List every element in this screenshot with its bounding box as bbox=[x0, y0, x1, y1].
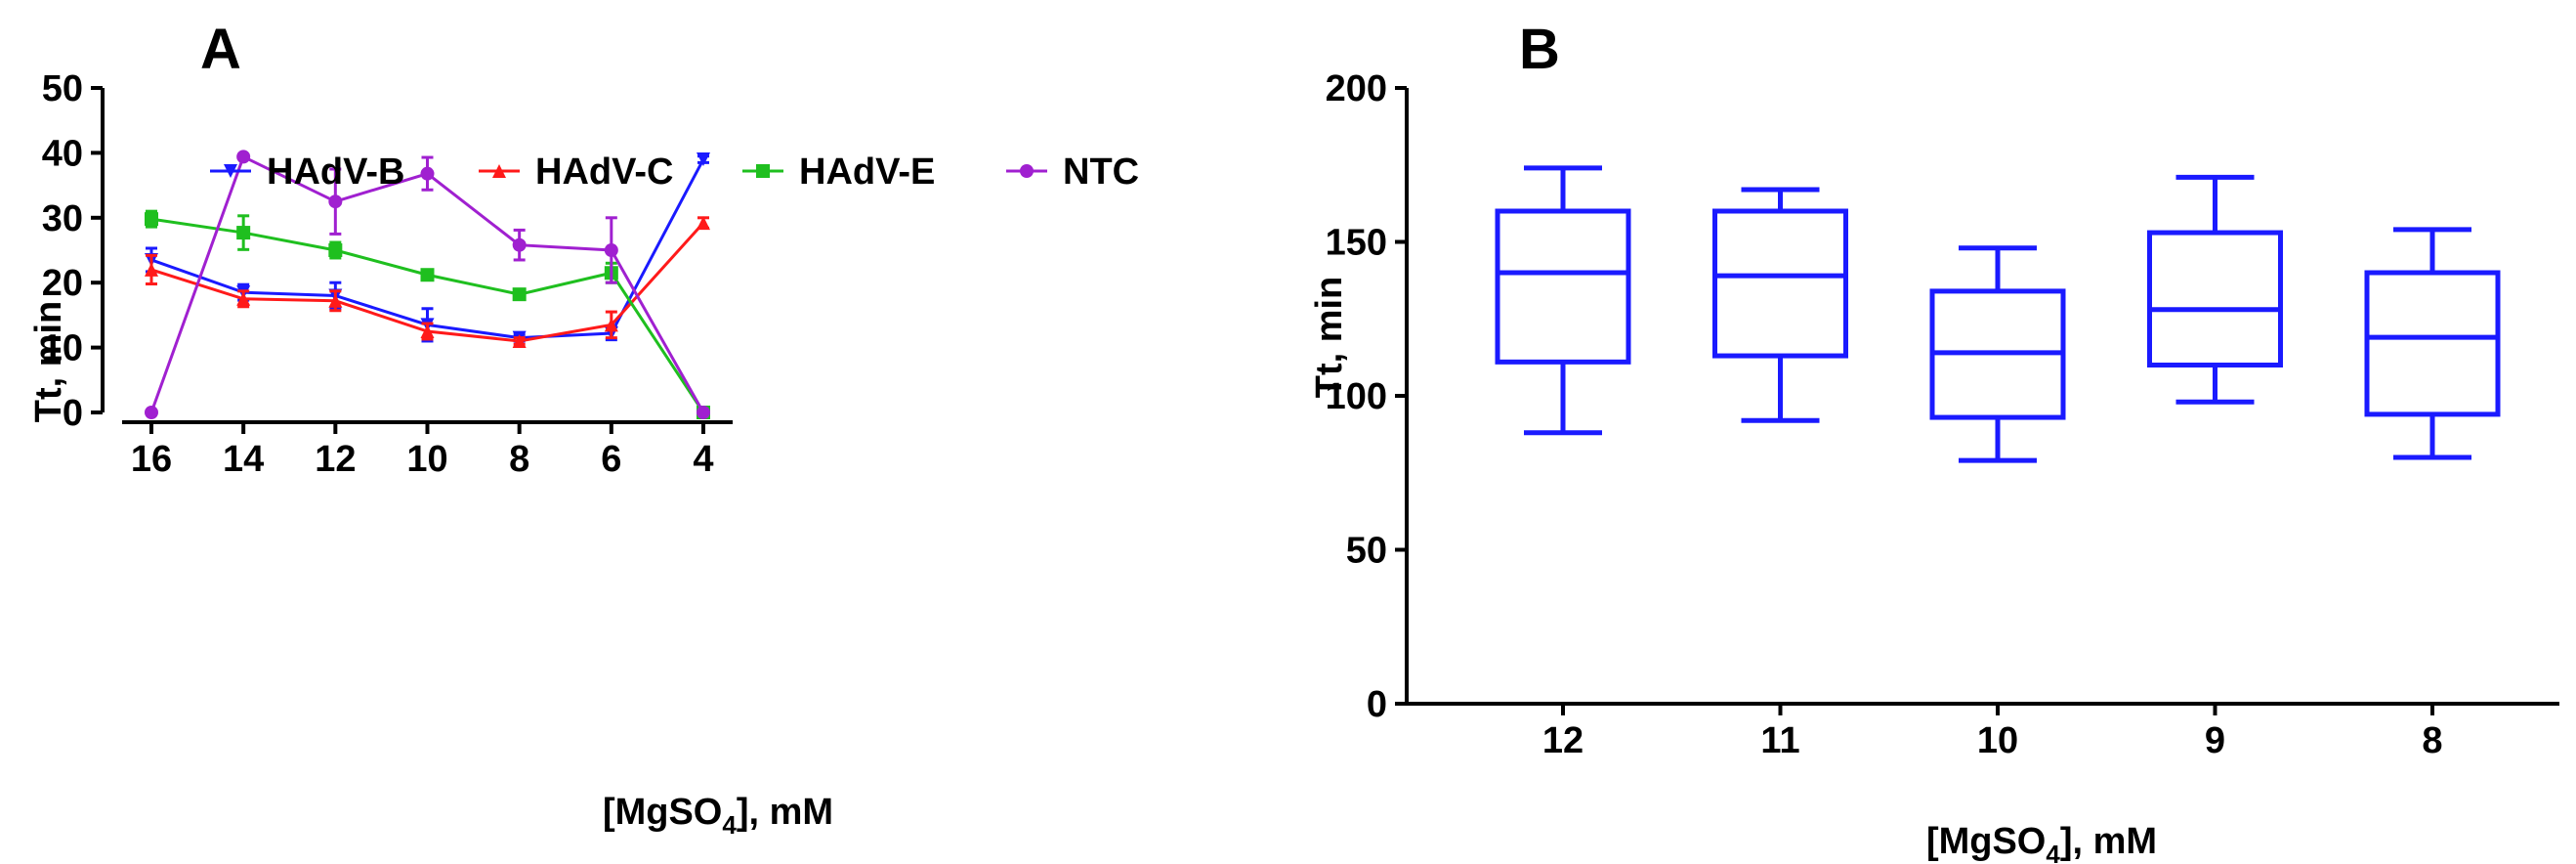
legend-item-hadv-c: HAdV-C bbox=[479, 151, 673, 193]
panel-b-x-axis-title-tail: ], mM bbox=[2060, 821, 2157, 862]
data-point-ntc bbox=[512, 238, 527, 252]
panel-a-series bbox=[145, 150, 710, 419]
box-iqr bbox=[2364, 270, 2501, 417]
data-point-hadv-e bbox=[236, 226, 251, 240]
panel-b-x-tick-label: 9 bbox=[2205, 720, 2225, 761]
legend-label: HAdV-B bbox=[267, 151, 404, 193]
data-point-ntc bbox=[145, 406, 158, 419]
data-point-hadv-e bbox=[420, 268, 435, 282]
panel-b-y-tick-label: 200 bbox=[1326, 68, 1387, 109]
box-9 bbox=[2147, 174, 2283, 405]
panel-b-axes bbox=[1405, 88, 2559, 706]
panel-b-x-tick-label: 10 bbox=[1977, 720, 2018, 761]
legend-item-hadv-b: HAdV-B bbox=[210, 151, 404, 193]
panel-a-x-axis-title-sub: 4 bbox=[722, 810, 737, 840]
panel-b-label: B bbox=[1519, 18, 1560, 81]
data-point-ntc bbox=[420, 166, 435, 181]
panel-b-x-ticks: 12 11 10 9 8 bbox=[1542, 704, 2443, 761]
data-point-ntc bbox=[697, 406, 710, 419]
data-point-hadv-c bbox=[512, 333, 527, 348]
panel-a-y-tick-label: 20 bbox=[42, 263, 83, 304]
data-point-ntc bbox=[328, 194, 343, 209]
series-ntc bbox=[145, 150, 710, 419]
box-iqr bbox=[1495, 208, 1631, 365]
panel-a-x-ticks: 16 14 12 10 8 6 4 bbox=[131, 422, 714, 480]
data-point-hadv-e bbox=[328, 243, 343, 257]
data-point-hadv-e bbox=[145, 212, 158, 227]
panel-a-x-axis-title-main: [MgSO bbox=[603, 792, 722, 833]
data-point-hadv-e bbox=[512, 287, 527, 302]
panel-b-x-tick-label: 8 bbox=[2422, 720, 2442, 761]
panel-b-x-axis-title-main: [MgSO bbox=[1926, 821, 2046, 862]
panel-a-x-tick-label: 8 bbox=[509, 439, 529, 480]
panel-b-y-tick-label: 50 bbox=[1346, 531, 1387, 572]
panel-a-y-tick-label: 50 bbox=[42, 68, 83, 109]
panel-a-x-tick-label: 10 bbox=[406, 439, 447, 480]
panel-a-y-axis-title: Tt, min bbox=[28, 301, 69, 423]
panel-a-y-tick-label: 40 bbox=[42, 133, 83, 174]
panel-a-y-tick-label: 10 bbox=[42, 328, 83, 369]
box-iqr bbox=[2147, 230, 2283, 367]
panel-a-x-tick-label: 16 bbox=[131, 439, 172, 480]
data-point-hadv-b bbox=[697, 152, 710, 167]
panel-b-x-tick-label: 12 bbox=[1542, 720, 1584, 761]
panel-a-label: A bbox=[200, 18, 241, 81]
panel-b-y-tick-label: 0 bbox=[1367, 684, 1387, 725]
legend-label: NTC bbox=[1063, 151, 1139, 193]
panel-b-x-axis-title-sub: 4 bbox=[2046, 840, 2060, 864]
data-point-hadv-c bbox=[328, 293, 343, 308]
panel-b-x-axis-title: [MgSO4], mM bbox=[1926, 821, 2157, 864]
data-point-ntc bbox=[236, 150, 251, 164]
box-8 bbox=[2364, 227, 2501, 460]
panel-b-y-tick-label: 150 bbox=[1326, 223, 1387, 264]
panel-a-x-tick-label: 6 bbox=[601, 439, 621, 480]
legend-label: HAdV-E bbox=[799, 151, 935, 193]
legend-item-hadv-e: HAdV-E bbox=[742, 151, 935, 193]
panel-b-boxes bbox=[1495, 165, 2501, 463]
box-12 bbox=[1495, 165, 1631, 436]
data-point-hadv-c bbox=[236, 291, 251, 306]
panel-a-y-tick-label: 0 bbox=[63, 393, 83, 434]
panel-a-y-tick-label: 30 bbox=[42, 198, 83, 239]
panel-a-x-tick-label: 14 bbox=[223, 439, 264, 480]
panel-b: B 0 50 100 150 200 12 11 10 9 8 Tt, min [MgSO4],… bbox=[1309, 18, 2559, 864]
legend-swatch-marker bbox=[1020, 164, 1034, 178]
box-10 bbox=[1929, 245, 2066, 463]
panel-b-y-axis-title: Tt, min bbox=[1309, 277, 1350, 399]
panel-a-x-axis-title-tail: ], mM bbox=[737, 792, 833, 833]
box-iqr bbox=[1712, 208, 1848, 359]
panel-a-axes bbox=[101, 88, 733, 424]
panel-b-y-tick-label: 100 bbox=[1326, 376, 1387, 417]
box-11 bbox=[1712, 187, 1848, 423]
series-hadv-c bbox=[145, 216, 710, 348]
data-point-ntc bbox=[604, 243, 618, 257]
panel-a-x-tick-label: 12 bbox=[315, 439, 356, 480]
panel-b-y-ticks: 0 50 100 150 200 bbox=[1326, 68, 1407, 725]
data-point-hadv-c bbox=[604, 318, 618, 332]
panel-a-legend: HAdV-B HAdV-C HAdV-E NTC bbox=[210, 151, 1139, 193]
legend-label: HAdV-C bbox=[535, 151, 673, 193]
legend-swatch-marker bbox=[492, 164, 506, 178]
panel-a-y-ticks: 0 10 20 30 40 50 bbox=[42, 68, 103, 434]
legend-swatch-marker bbox=[224, 164, 237, 178]
data-point-hadv-c bbox=[697, 216, 710, 231]
panel-b-x-tick-label: 11 bbox=[1760, 720, 1799, 761]
legend-item-ntc: NTC bbox=[1006, 151, 1139, 193]
panel-a-x-tick-label: 4 bbox=[693, 439, 713, 480]
data-point-hadv-c bbox=[420, 324, 435, 338]
legend-swatch-marker bbox=[756, 164, 770, 178]
data-point-hadv-c bbox=[145, 262, 158, 277]
panel-a-x-axis-title: [MgSO4], mM bbox=[603, 792, 833, 840]
